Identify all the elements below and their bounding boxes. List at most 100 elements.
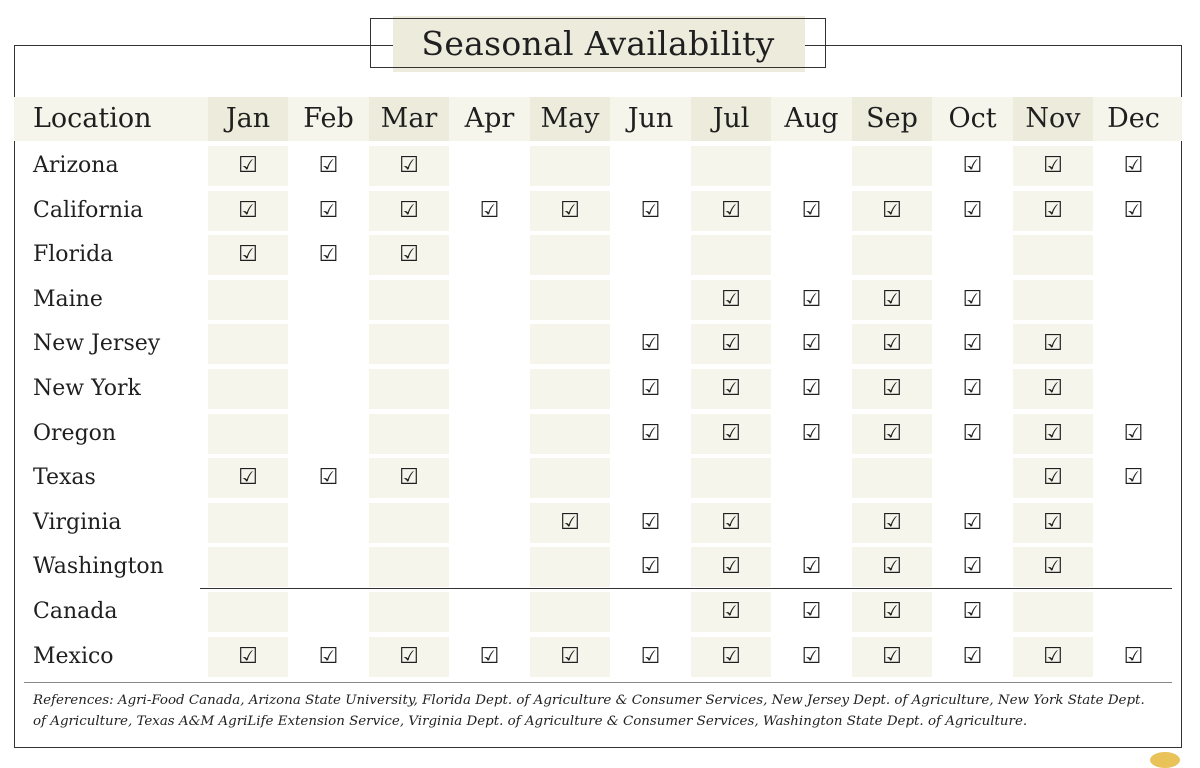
month-header-oct: Oct	[948, 103, 997, 134]
check-icon: ☑	[1123, 465, 1144, 491]
check-icon: ☑	[399, 465, 419, 491]
check-icon: ☑	[962, 643, 983, 669]
check-icon: ☑	[560, 197, 580, 223]
check-icon: ☑	[721, 376, 741, 401]
cell-shade	[208, 636, 288, 677]
check-icon: ☑	[318, 153, 339, 178]
check-icon: ☑	[238, 153, 258, 178]
month-header-feb: Feb	[303, 103, 354, 134]
cell-shade	[530, 458, 610, 499]
month-header-jan: Jan	[225, 103, 271, 134]
month-header-apr: Apr	[464, 103, 515, 134]
location-label-arizona: Arizona	[33, 153, 119, 178]
cell-shade	[852, 502, 932, 543]
cell-shade	[691, 458, 771, 499]
cell-shade	[852, 235, 932, 276]
check-icon: ☑	[801, 420, 822, 446]
check-icon: ☑	[238, 197, 258, 223]
location-label-california: California	[33, 197, 144, 223]
cell-shade	[691, 547, 771, 588]
cell-shade	[369, 235, 449, 276]
month-header-mar: Mar	[380, 103, 438, 134]
location-label-oregon: Oregon	[33, 420, 117, 446]
cell-shade	[208, 279, 288, 320]
check-icon: ☑	[962, 599, 983, 624]
check-icon: ☑	[640, 509, 661, 535]
cell-shade	[530, 235, 610, 276]
check-icon: ☑	[962, 197, 983, 223]
location-label-washington: Washington	[33, 554, 164, 580]
chart-title: Seasonal Availability	[421, 23, 775, 63]
check-icon: ☑	[801, 599, 822, 624]
check-icon: ☑	[560, 643, 580, 669]
location-label-texas: Texas	[33, 465, 96, 491]
cell-shade	[852, 279, 932, 320]
check-icon: ☑	[882, 331, 902, 357]
cell-shade	[852, 324, 932, 365]
cell-shade	[530, 636, 610, 677]
cell-shade	[208, 413, 288, 454]
check-icon: ☑	[1123, 420, 1144, 446]
cell-shade	[691, 190, 771, 231]
check-icon: ☑	[721, 509, 741, 535]
check-icon: ☑	[721, 599, 741, 624]
check-icon: ☑	[399, 197, 419, 223]
check-icon: ☑	[1043, 465, 1063, 491]
check-icon: ☑	[1043, 509, 1063, 535]
month-header-jul: Jul	[712, 103, 750, 134]
references-text: References: Agri-Food Canada, Arizona St…	[33, 693, 1145, 729]
cell-shade	[852, 636, 932, 677]
cell-shade	[369, 458, 449, 499]
title-box: Seasonal Availability	[370, 18, 826, 68]
check-icon: ☑	[962, 153, 983, 178]
cell-shade	[369, 502, 449, 543]
cell-shade	[852, 413, 932, 454]
check-icon: ☑	[801, 554, 822, 580]
month-header-jun: Jun	[627, 103, 674, 134]
check-icon: ☑	[479, 643, 500, 669]
check-icon: ☑	[882, 599, 902, 624]
location-label-canada: Canada	[33, 599, 118, 624]
cell-shade	[1013, 592, 1093, 632]
cell-shade	[1013, 502, 1093, 543]
check-icon: ☑	[1123, 197, 1144, 223]
check-icon: ☑	[882, 286, 902, 312]
check-icon: ☑	[318, 643, 339, 669]
check-icon: ☑	[882, 376, 902, 401]
check-icon: ☑	[238, 242, 258, 268]
cell-shade	[208, 235, 288, 276]
cell-shade	[208, 458, 288, 499]
check-icon: ☑	[962, 286, 983, 312]
check-icon: ☑	[801, 376, 822, 401]
check-icon: ☑	[801, 331, 822, 357]
check-icon: ☑	[1123, 643, 1144, 669]
cell-shade	[1013, 369, 1093, 409]
check-icon: ☑	[238, 643, 258, 669]
check-icon: ☑	[1043, 554, 1063, 580]
check-icon: ☑	[399, 643, 419, 669]
check-icon: ☑	[721, 643, 741, 669]
check-icon: ☑	[318, 465, 339, 491]
check-icon: ☑	[962, 554, 983, 580]
check-icon: ☑	[962, 331, 983, 357]
month-header-dec: Dec	[1107, 103, 1160, 134]
check-icon: ☑	[1043, 331, 1063, 357]
check-icon: ☑	[1043, 643, 1063, 669]
cell-shade	[691, 636, 771, 677]
check-icon: ☑	[318, 242, 339, 268]
check-icon: ☑	[640, 197, 661, 223]
cell-shade	[369, 146, 449, 186]
cell-shade	[530, 146, 610, 186]
cell-shade	[852, 369, 932, 409]
month-header-nov: Nov	[1025, 103, 1081, 134]
check-icon: ☑	[1123, 153, 1144, 178]
cell-shade	[1013, 413, 1093, 454]
header-shade-may	[530, 97, 610, 141]
cell-shade	[691, 279, 771, 320]
check-icon: ☑	[882, 643, 902, 669]
check-icon: ☑	[1043, 197, 1063, 223]
location-label-mexico: Mexico	[33, 643, 114, 669]
check-icon: ☑	[721, 420, 741, 446]
cell-shade	[530, 413, 610, 454]
check-icon: ☑	[318, 197, 339, 223]
